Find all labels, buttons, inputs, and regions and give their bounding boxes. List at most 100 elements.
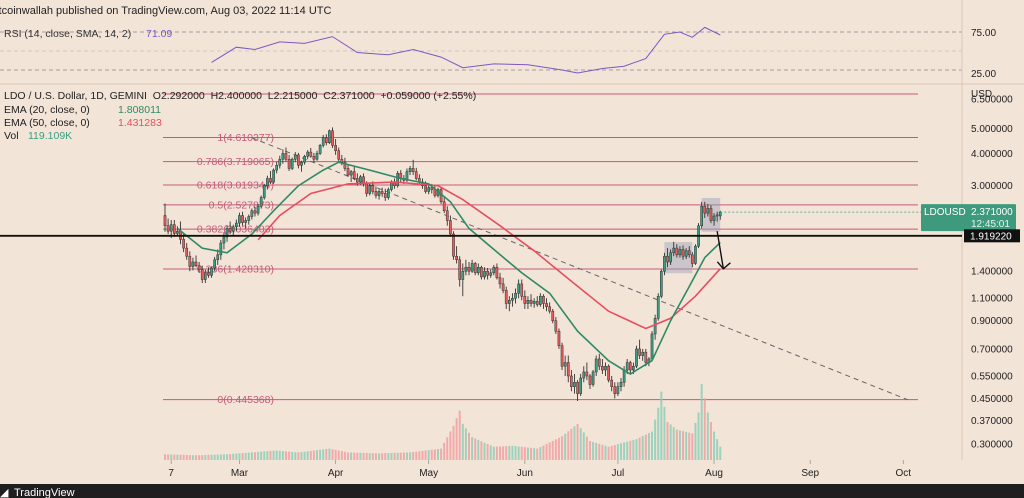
volume-bar [362,452,365,460]
volume-bar [564,433,567,460]
price-axis-tick: 0.700000 [971,344,1013,355]
candle-body [297,154,300,166]
volume-bar [306,451,309,460]
volume-bar [561,436,564,460]
candle-body [228,228,232,232]
volume-bar [399,452,402,460]
candle-body [625,362,629,371]
volume-bar [418,451,421,460]
candle-body [365,183,368,194]
candle-body [244,220,247,223]
candle-body [504,290,508,304]
volume-bar [505,446,508,460]
candle-body [452,233,455,257]
volume-bar [201,455,204,460]
volume-bar [368,453,371,460]
candle-body [337,150,341,160]
candle-body [321,137,325,146]
volume-bar [588,441,591,460]
volume-bar [530,447,533,460]
volume-bar [232,453,235,460]
volume-bar [489,445,492,460]
volume-bar [347,452,350,460]
volume-bar [294,452,297,460]
price-axis-tick: 3.000000 [971,181,1013,192]
annotation-arrow[interactable] [716,231,731,270]
candle-body [324,137,328,144]
volume-bar [430,449,433,460]
volume-bar [207,454,210,460]
candle-body [411,168,415,172]
candle-body [511,297,514,301]
candle-body [588,375,592,385]
volume-bar [523,447,526,460]
candle-body [628,362,632,371]
candle-body [269,178,272,183]
candle-body [293,154,297,160]
volume-bar [436,448,439,460]
candle-body [554,320,558,332]
time-axis-tick: Jun [517,468,533,479]
candle-body [194,261,198,266]
candle-body [560,345,564,367]
ema20-label: EMA (20, close, 0) [4,104,90,116]
volume-bar [182,454,185,460]
volume-bar [331,449,334,460]
candle-body [315,153,319,160]
candle-body [343,161,347,169]
volume-bar [238,453,241,460]
volume-bar [657,407,660,460]
rsi-axis-tick-25: 25.00 [971,69,996,80]
candle-body [368,185,372,194]
fib-level-label: 0.5(2.527873) [209,199,274,211]
volume-bar [374,453,377,460]
volume-bar [167,454,170,460]
volume-bar [626,441,629,460]
volume-bar [697,412,700,460]
volume-bar [272,450,275,460]
price-axis-tick: 0.550000 [971,371,1013,382]
volume-bar [477,439,480,460]
volume-bar [402,452,405,460]
time-axis[interactable]: 7 Mar Apr May Jun Jul Aug Sep Oct [168,460,911,479]
time-axis-tick: Oct [896,468,912,479]
volume-bar [387,453,390,460]
time-axis-tick: Apr [328,468,344,479]
candle-body [545,303,548,307]
candle-body [247,216,251,221]
candle-body [303,156,306,163]
candle-body [718,211,722,217]
candle-body [622,369,626,383]
candle-body [715,214,719,217]
volume-bar [567,431,570,460]
volume-bar [557,437,560,460]
candle-body [495,267,499,279]
last-price-badge: LDOUSD 2.371000 12:45:01 [921,204,1016,232]
volume-bar [210,454,213,460]
volume-bar [672,427,675,460]
volume-bar [508,445,511,460]
candle-body [207,272,210,276]
candle-body [498,277,502,285]
candle-body [703,205,707,214]
volume-bar [688,432,691,460]
rsi-panel: RSI (14, close, SMA, 14, 2) 71.09 75.00 … [0,26,996,80]
footer: ◢ TradingView [0,486,75,498]
candle-body [371,185,375,192]
candle-body [566,362,570,377]
volume-bar [483,442,486,460]
volume-bar [449,431,452,460]
candle-body [694,245,697,264]
candle-body [486,270,489,276]
candle-body [687,250,691,256]
volume-bar [300,452,303,460]
price-axis-tick: 1.100000 [971,294,1013,305]
volume-bar [378,453,381,460]
volume-bar [263,451,266,460]
volume-bar [585,436,588,460]
published-header: bitcoinwallah published on TradingView.c… [0,5,331,17]
candle-body [424,185,427,192]
candle-body [585,371,589,377]
time-axis-tick: Sep [801,468,819,479]
volume-bar [204,454,207,460]
